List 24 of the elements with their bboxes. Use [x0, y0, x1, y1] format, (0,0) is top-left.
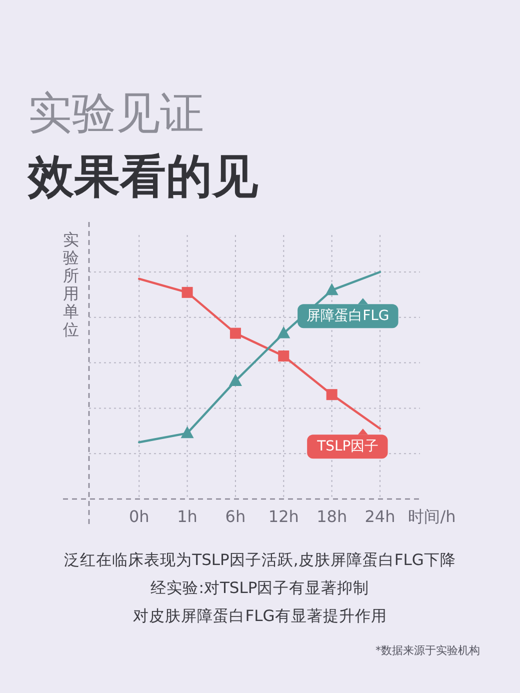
annotation: 泛红在临床表现为TSLP因子活跃,皮肤屏障蛋白FLG下降 — [64, 551, 456, 569]
x-tick-label: 1h — [177, 507, 198, 526]
title: 实验见证 — [28, 88, 204, 139]
point — [228, 374, 242, 386]
xlabel: 时间/h — [408, 507, 456, 526]
annotation: 经实验:对TSLP因子有显著抑制 — [150, 579, 370, 597]
x-tick-label: 6h — [225, 507, 246, 526]
point — [325, 283, 338, 296]
legend-label: TSLP因子 — [316, 438, 379, 455]
legend-label: 屏障蛋白FLG — [306, 308, 390, 324]
subtitle: 效果看的见 — [28, 149, 258, 203]
point — [180, 426, 194, 438]
x-tick-label: 18h — [316, 507, 348, 526]
point — [277, 326, 290, 338]
point — [182, 286, 193, 298]
x-tick-label: 0h — [128, 507, 150, 526]
annotation: 对皮肤屏障蛋白FLG有显著提升作用 — [133, 607, 387, 625]
annotation: *数据来源于实验机构 — [376, 644, 480, 657]
x-tick-label: 12h — [268, 507, 299, 526]
point — [230, 328, 241, 339]
x-tick-label: 24h — [364, 507, 396, 526]
point — [326, 389, 338, 400]
point — [278, 350, 290, 362]
ylabel: 实验所用单位 — [63, 230, 79, 339]
